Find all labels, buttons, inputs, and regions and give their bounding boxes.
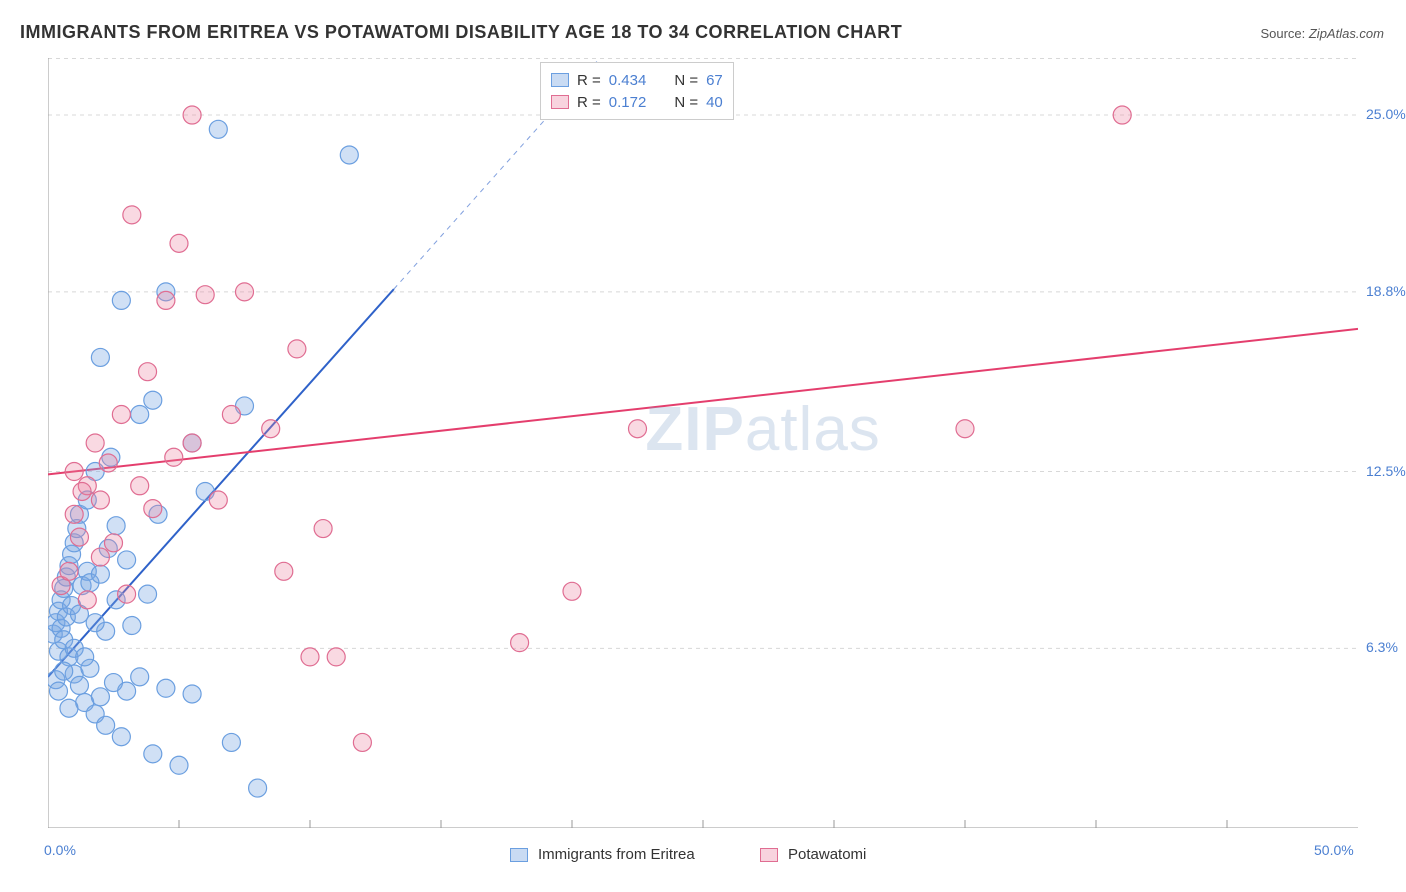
legend-n-label: N = [674,72,698,89]
legend-n-label: N = [674,94,698,111]
legend-swatch-icon [551,95,569,109]
scatter-plot [48,58,1358,828]
source-value: ZipAtlas.com [1309,26,1384,41]
x-tick-label: 0.0% [44,842,76,858]
y-tick-label: 12.5% [1366,463,1406,479]
x-tick-label: 50.0% [1314,842,1354,858]
legend-r-value: 0.434 [609,72,647,89]
legend-r-value: 0.172 [609,94,647,111]
bottom-legend-item: Potawatomi [760,846,866,863]
bottom-legend-item: Immigrants from Eritrea [510,846,695,863]
legend-r-label: R = [577,72,601,89]
legend-stats-box: R = 0.434 N = 67 R = 0.172 N = 40 [540,62,734,120]
legend-n-value: 67 [706,72,723,89]
y-tick-label: 6.3% [1366,639,1398,655]
bottom-legend-label: Immigrants from Eritrea [538,846,695,863]
legend-r-label: R = [577,94,601,111]
source-prefix: Source: [1260,26,1308,41]
legend-swatch-icon [760,848,778,862]
legend-n-value: 40 [706,94,723,111]
legend-swatch-icon [551,73,569,87]
y-tick-label: 18.8% [1366,283,1406,299]
legend-stats-row: R = 0.434 N = 67 [551,69,723,91]
legend-swatch-icon [510,848,528,862]
legend-stats-row: R = 0.172 N = 40 [551,91,723,113]
y-tick-label: 25.0% [1366,106,1406,122]
source-attribution: Source: ZipAtlas.com [1260,26,1384,41]
bottom-legend-label: Potawatomi [788,846,866,863]
page-title: IMMIGRANTS FROM ERITREA VS POTAWATOMI DI… [20,22,902,43]
